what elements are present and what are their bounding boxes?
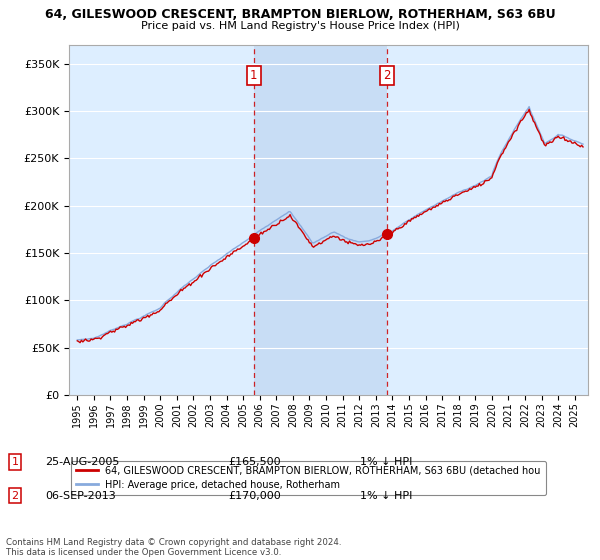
Text: Price paid vs. HM Land Registry's House Price Index (HPI): Price paid vs. HM Land Registry's House … (140, 21, 460, 31)
Text: 64, GILESWOOD CRESCENT, BRAMPTON BIERLOW, ROTHERHAM, S63 6BU: 64, GILESWOOD CRESCENT, BRAMPTON BIERLOW… (44, 8, 556, 21)
Text: 1: 1 (11, 457, 19, 467)
Legend: 64, GILESWOOD CRESCENT, BRAMPTON BIERLOW, ROTHERHAM, S63 6BU (detached hou, HPI:: 64, GILESWOOD CRESCENT, BRAMPTON BIERLOW… (71, 461, 545, 494)
Text: 2: 2 (11, 491, 19, 501)
Text: 2: 2 (383, 69, 391, 82)
Text: Contains HM Land Registry data © Crown copyright and database right 2024.
This d: Contains HM Land Registry data © Crown c… (6, 538, 341, 557)
Text: £170,000: £170,000 (228, 491, 281, 501)
Text: 1% ↓ HPI: 1% ↓ HPI (360, 457, 412, 467)
Text: 1% ↓ HPI: 1% ↓ HPI (360, 491, 412, 501)
Text: £165,500: £165,500 (228, 457, 281, 467)
Text: 1: 1 (250, 69, 257, 82)
Text: 06-SEP-2013: 06-SEP-2013 (45, 491, 116, 501)
Bar (254, 45, 387, 395)
Text: 25-AUG-2005: 25-AUG-2005 (45, 457, 119, 467)
